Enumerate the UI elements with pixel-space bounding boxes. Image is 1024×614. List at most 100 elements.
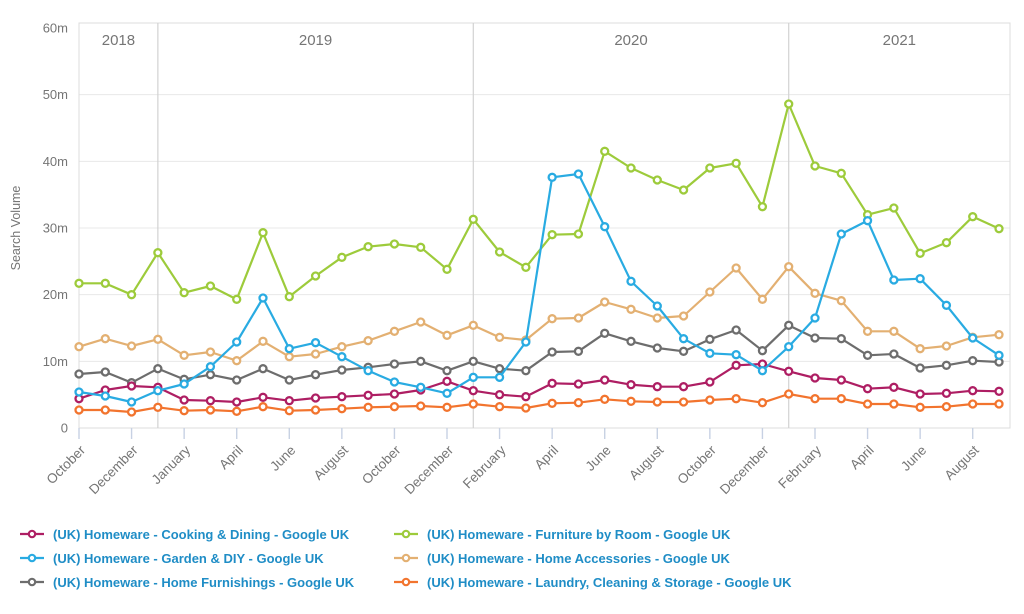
legend-item-home-accessories[interactable]: (UK) Homeware - Home Accessories - Googl… (394, 546, 792, 570)
data-point-laundry-cleaning-storage (205, 405, 216, 415)
data-point-furniture-by-room (468, 214, 478, 224)
data-point-furniture-by-room (573, 229, 584, 239)
x-axis-label: December (717, 442, 772, 497)
data-point-furniture-by-room (994, 224, 1004, 234)
year-label: 2019 (299, 32, 332, 49)
legend-marker-furniture-by-room-icon (394, 529, 418, 539)
legend-item-laundry-cleaning-storage[interactable]: (UK) Homeware - Laundry, Cleaning & Stor… (394, 570, 792, 594)
x-axis-label: April (532, 443, 562, 473)
data-point-home-accessories (337, 342, 347, 352)
data-point-laundry-cleaning-storage (468, 399, 478, 409)
data-point-cooking-dining (363, 390, 373, 400)
data-point-home-accessories (310, 349, 321, 359)
data-point-furniture-by-room (494, 247, 505, 257)
data-point-furniture-by-room (757, 202, 768, 212)
data-point-cooking-dining (836, 375, 846, 385)
x-axis-label: June (267, 443, 298, 474)
data-point-home-furnishings (442, 366, 452, 376)
data-point-home-accessories (547, 314, 557, 324)
data-point-laundry-cleaning-storage (836, 394, 846, 404)
data-point-laundry-cleaning-storage (284, 406, 294, 416)
data-point-home-accessories (994, 330, 1004, 340)
y-axis-label: 10m (43, 354, 68, 369)
data-point-garden-diy (810, 313, 820, 323)
y-axis-label: 40m (43, 154, 68, 169)
data-point-home-furnishings (310, 370, 321, 380)
data-point-cooking-dining (205, 396, 216, 406)
data-point-laundry-cleaning-storage (784, 389, 794, 399)
year-label: 2021 (883, 32, 916, 49)
data-point-furniture-by-room (836, 168, 846, 178)
search-volume-line-chart: 2018 2019 2020 2021 0 10m 20m 30m 40m 50m 60m Searc… (9, 21, 1011, 497)
data-point-garden-diy (547, 172, 557, 182)
data-point-laundry-cleaning-storage (678, 397, 689, 407)
data-point-home-accessories (232, 356, 242, 366)
data-point-furniture-by-room (310, 271, 321, 281)
data-point-laundry-cleaning-storage (74, 405, 84, 415)
data-point-cooking-dining (731, 360, 741, 370)
series-line-cooking-dining (77, 362, 1001, 404)
data-point-cooking-dining (941, 388, 952, 398)
data-point-garden-diy (705, 348, 715, 358)
data-point-home-accessories (941, 341, 952, 351)
data-point-home-accessories (74, 342, 84, 352)
data-point-home-furnishings (416, 356, 426, 366)
data-point-furniture-by-room (179, 288, 189, 298)
data-point-laundry-cleaning-storage (363, 402, 373, 412)
data-point-laundry-cleaning-storage (968, 399, 978, 409)
series-line-garden-diy (77, 172, 1001, 404)
data-point-furniture-by-room (941, 238, 952, 248)
data-point-laundry-cleaning-storage (179, 406, 189, 416)
data-point-furniture-by-room (521, 262, 531, 272)
data-point-cooking-dining (889, 382, 899, 392)
legend-item-cooking-dining[interactable]: (UK) Homeware - Cooking & Dining - Googl… (20, 522, 354, 546)
data-point-home-furnishings (810, 333, 820, 343)
data-point-home-furnishings (337, 365, 347, 375)
legend-item-garden-diy[interactable]: (UK) Homeware - Garden & DIY - Google UK (20, 546, 354, 570)
data-point-laundry-cleaning-storage (810, 394, 820, 404)
legend-label: (UK) Homeware - Garden & DIY - Google UK (53, 550, 324, 566)
x-axis-label: October (674, 442, 719, 487)
data-point-laundry-cleaning-storage (573, 398, 584, 408)
data-point-laundry-cleaning-storage (626, 396, 636, 406)
data-point-cooking-dining (652, 382, 662, 392)
series-line-laundry-cleaning-storage (77, 392, 1001, 414)
data-point-furniture-by-room (652, 175, 662, 185)
data-point-home-accessories (915, 344, 925, 354)
data-point-furniture-by-room (626, 163, 636, 173)
x-axis-label: January (149, 442, 194, 487)
data-point-cooking-dining (678, 382, 689, 392)
data-point-furniture-by-room (600, 146, 610, 156)
data-point-home-accessories (284, 352, 294, 362)
legend-item-home-furnishings[interactable]: (UK) Homeware - Home Furnishings - Googl… (20, 570, 354, 594)
data-point-garden-diy (862, 216, 873, 226)
data-point-laundry-cleaning-storage (862, 399, 873, 409)
data-point-cooking-dining (337, 392, 347, 402)
data-point-home-accessories (153, 334, 163, 344)
plot-border (78, 22, 1011, 429)
data-point-furniture-by-room (442, 264, 452, 274)
data-point-cooking-dining (232, 397, 242, 407)
data-point-home-furnishings (494, 364, 505, 374)
data-point-cooking-dining (994, 386, 1004, 396)
legend-marker-garden-diy-icon (20, 553, 44, 563)
chart-legend: (UK) Homeware - Cooking & Dining - Googl… (0, 522, 1024, 602)
legend-item-furniture-by-room[interactable]: (UK) Homeware - Furniture by Room - Goog… (394, 522, 792, 546)
data-point-furniture-by-room (100, 278, 110, 288)
data-point-laundry-cleaning-storage (757, 398, 768, 408)
data-point-garden-diy (678, 334, 689, 344)
data-point-cooking-dining (389, 389, 400, 399)
data-point-furniture-by-room (337, 252, 347, 262)
x-axis-label: August (942, 442, 983, 483)
data-point-home-accessories (652, 313, 662, 323)
data-point-laundry-cleaning-storage (652, 397, 662, 407)
data-point-garden-diy (153, 386, 163, 396)
data-point-garden-diy (494, 372, 505, 382)
data-point-cooking-dining (468, 386, 478, 396)
data-point-garden-diy (310, 338, 321, 348)
data-point-garden-diy (941, 300, 952, 310)
data-point-cooking-dining (442, 376, 452, 386)
data-point-cooking-dining (915, 389, 925, 399)
data-point-laundry-cleaning-storage (310, 405, 321, 415)
data-point-laundry-cleaning-storage (731, 394, 741, 404)
